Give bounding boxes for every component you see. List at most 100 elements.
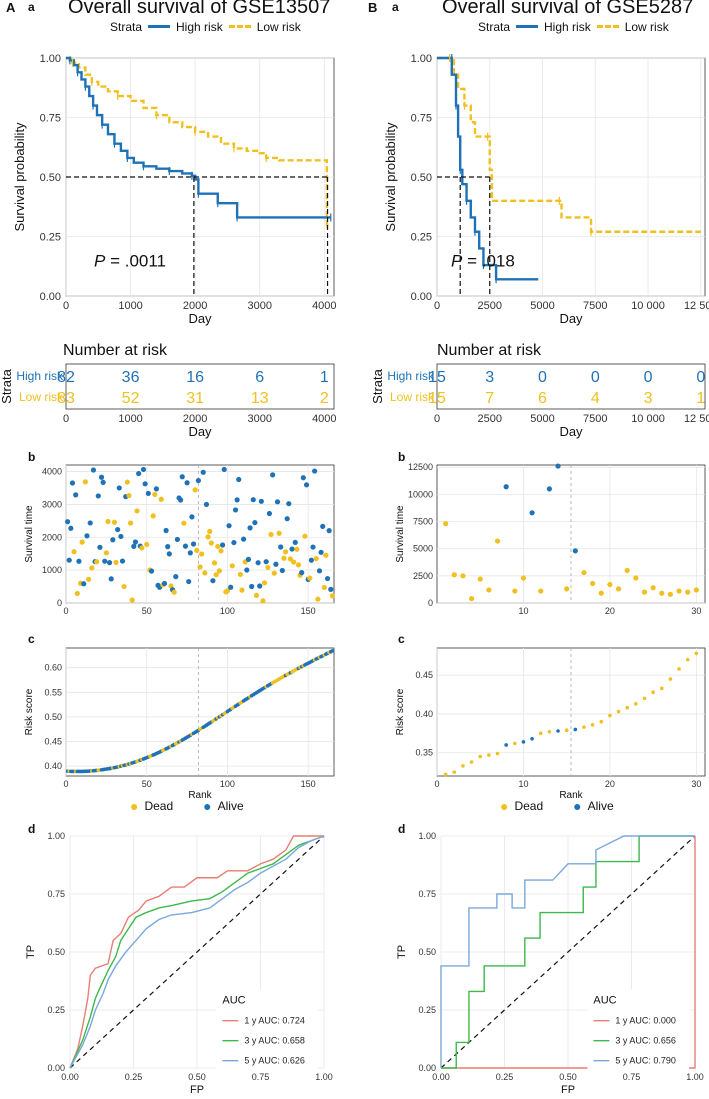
left-b-point: [119, 558, 126, 564]
legend-dead-label: Dead: [144, 799, 174, 813]
right-c-point: [504, 743, 508, 747]
left-risk-low-count: 13: [251, 390, 269, 407]
left-b-point: [202, 570, 208, 576]
legend-alive-label: Alive: [217, 799, 244, 813]
left-b-point: [113, 559, 119, 566]
left-c-ytick-label: 0.55: [44, 687, 62, 697]
right-risk-high-count: 3: [485, 369, 494, 386]
left-risk-table-area: [65, 363, 335, 410]
left-b-point: [129, 597, 135, 603]
left-b-point: [90, 467, 97, 473]
right-c-ylabel: Risk score: [395, 688, 406, 735]
left-b-point: [199, 551, 205, 557]
left-b-point: [111, 519, 118, 525]
right-c-point: [564, 728, 569, 733]
right-c-point: [573, 727, 578, 732]
left-b-point: [87, 520, 93, 526]
left-km-ytick-label: 0.00: [40, 291, 61, 303]
left-b-point: [76, 558, 82, 564]
left-b-point: [329, 593, 335, 599]
left-roc-ytick-label: 0.25: [47, 1005, 65, 1015]
subpanel-label-b-left: b: [28, 450, 36, 464]
left-roc-ytick-label: 0.00: [47, 1063, 65, 1073]
left-b-point: [66, 557, 72, 563]
left-b-point: [315, 596, 321, 602]
left-roc-ytick-label: 0.50: [47, 947, 65, 957]
right-b-ytick-label: 0: [428, 598, 433, 608]
right-roc-legend-label: 5 y AUC: 0.790: [615, 1056, 676, 1066]
left-b-point: [321, 584, 327, 591]
left-c-xtick-label: 100: [220, 779, 235, 789]
right-b-point: [615, 586, 622, 592]
right-b-point: [659, 590, 665, 596]
left-risk-xtick-label: 1000: [118, 413, 142, 425]
right-c-ytick-label: 0.35: [415, 748, 433, 758]
left-risk-high-label: High risk: [16, 369, 64, 383]
left-roc-xtick-label: 0.25: [125, 1072, 143, 1082]
left-roc-ytick-label: 1.00: [47, 831, 65, 841]
right-c-point: [685, 657, 690, 662]
right-km-ytick-label: 0.00: [411, 291, 432, 303]
left-b-plot-area: [65, 464, 335, 604]
left-risk-low-count: 31: [186, 390, 204, 407]
left-roc-legend-label: 1 y AUC: 0.724: [244, 1016, 305, 1026]
right-b-ytick-label: 12500: [408, 462, 433, 472]
legend-low-line-icon: [596, 24, 619, 28]
left-b-ytick-label: 3000: [42, 499, 62, 509]
left-c-ylabel: Risk score: [24, 688, 35, 735]
right-risk-high-count: 0: [591, 369, 600, 386]
right-c-point: [651, 690, 655, 695]
right-roc-xtick-label: 0.50: [559, 1072, 577, 1082]
right-roc-xtick-label: 0.00: [432, 1072, 450, 1082]
left-risk-xtick-label: 3000: [247, 413, 271, 425]
right-risk-xtick-label: 10 000: [631, 413, 665, 425]
right-b-point: [572, 548, 578, 554]
left-b-point: [237, 571, 243, 578]
left-b-point: [218, 548, 224, 554]
left-roc-series-2: [69, 835, 325, 1069]
right-risk-title: Number at risk: [437, 342, 542, 359]
left-b-point: [200, 469, 206, 475]
right-b-point: [598, 590, 604, 596]
left-roc-legend-label: 5 y AUC: 0.626: [244, 1056, 305, 1066]
right-c-point: [487, 753, 491, 757]
right-risk-high-count: 15: [428, 369, 446, 386]
right-roc-xlabel: FP: [561, 1084, 575, 1096]
left-b-point: [310, 544, 316, 550]
left-b-point: [124, 479, 130, 485]
right-c-point: [677, 667, 681, 671]
left-c-xtick-label: 150: [301, 779, 316, 789]
left-risk-xtick-label: 2000: [183, 413, 207, 425]
right-b-point: [477, 576, 483, 582]
right-risk-high-count: 0: [644, 369, 653, 386]
right-legend: Strata High risk Low risk: [478, 20, 669, 34]
left-risk-high-count: 1: [320, 369, 329, 386]
left-b-point: [194, 547, 200, 553]
dead-dot-icon: ●: [130, 798, 139, 814]
left-b-point: [102, 558, 108, 564]
left-km-high-risk-line: [66, 56, 331, 219]
right-c-xtick-label: 30: [691, 779, 701, 789]
left-risk-low-label: Low risk: [19, 390, 64, 404]
right-c-point: [469, 760, 474, 764]
left-b-point: [323, 552, 329, 558]
right-roc-series-3: [440, 835, 695, 1068]
left-b-point: [232, 507, 239, 513]
right-b-xtick-label: 20: [605, 606, 615, 616]
right-c-point: [443, 772, 448, 777]
left-b-point: [284, 516, 290, 522]
left-km-ytick-label: 0.25: [40, 232, 61, 244]
right-risk-low-count: 3: [644, 390, 653, 407]
left-b-point: [178, 497, 184, 503]
left-b-point: [299, 570, 305, 576]
left-b-point: [116, 485, 122, 491]
left-b-point: [228, 584, 234, 590]
legend-high-line-icon: [516, 24, 539, 28]
left-b-point: [115, 526, 121, 533]
left-b-point: [273, 561, 279, 567]
left-b-point: [226, 523, 232, 529]
left-b-point: [184, 480, 190, 486]
right-risk-xtick-label: 2500: [478, 413, 502, 425]
left-b-point: [179, 474, 185, 480]
